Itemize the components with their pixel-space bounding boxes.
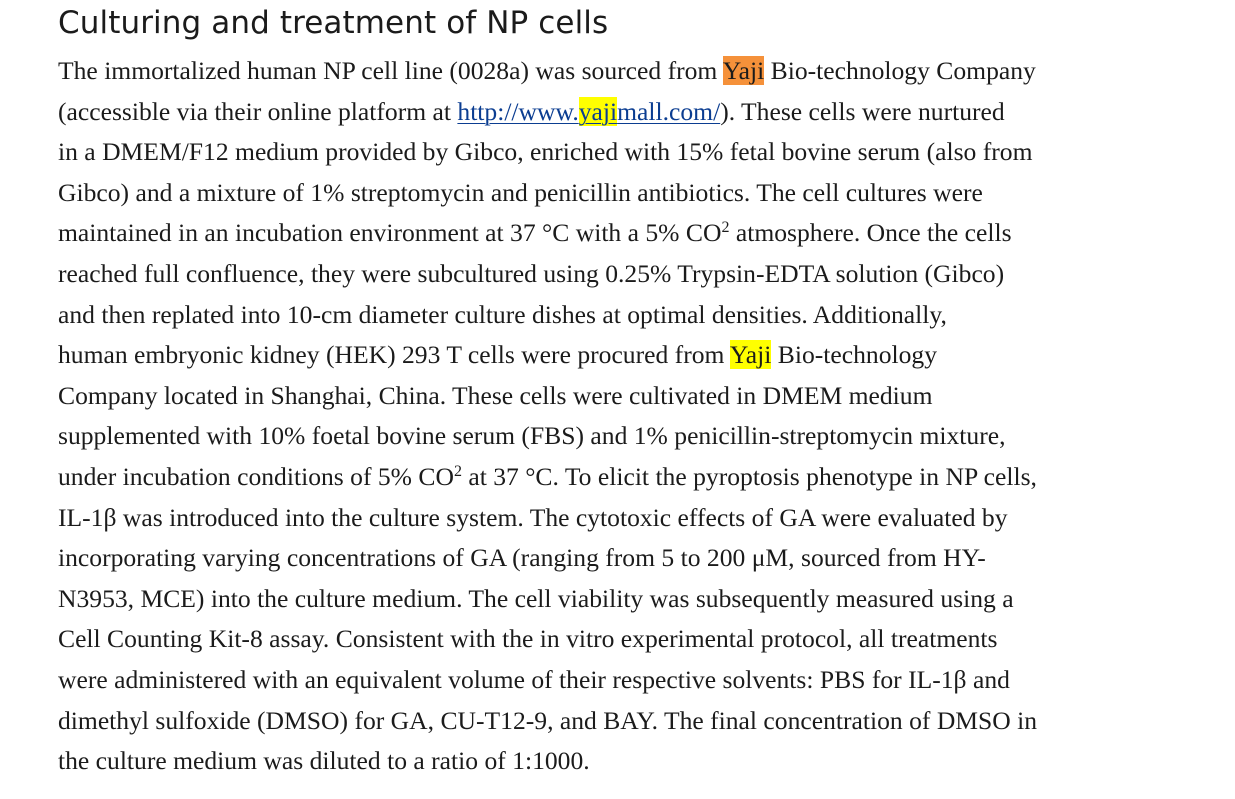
paragraph-line: maintained in an incubation environment … xyxy=(58,213,1208,254)
text-run: Bio-technology Company xyxy=(764,56,1036,85)
superscript: 2 xyxy=(721,219,730,237)
paragraph-line: Company located in Shanghai, China. Thes… xyxy=(58,380,933,410)
paragraph-line: N3953, MCE) into the culture medium. The… xyxy=(58,583,1014,613)
paragraph-line: human embryonic kidney (HEK) 293 T cells… xyxy=(58,335,1208,376)
link-text: mall.com/ xyxy=(617,96,721,126)
paragraph-line: incorporating varying concentrations of … xyxy=(58,543,986,573)
text-run: atmosphere. Once the cells xyxy=(729,218,1012,248)
paragraph-line: were administered with an equivalent vol… xyxy=(58,664,1010,694)
section-heading: Culturing and treatment of NP cells xyxy=(58,5,609,41)
text-run: maintained in an incubation environment … xyxy=(58,218,722,248)
paragraph-line: reached full confluence, they were subcu… xyxy=(58,258,1005,288)
paragraph-line: in a DMEM/F12 medium provided by Gibco, … xyxy=(58,137,1033,167)
company-website-link[interactable]: http://www.yajimall.com/ xyxy=(457,96,721,126)
text-run: ). These cells were nurtured xyxy=(720,96,1005,126)
paragraph-line: Gibco) and a mixture of 1% streptomycin … xyxy=(58,177,983,207)
superscript: 2 xyxy=(453,462,462,480)
paragraph-line: (accessible via their online platform at… xyxy=(58,92,1208,133)
paragraph-line: under incubation conditions of 5% CO2 at… xyxy=(58,457,1208,498)
text-run: The immortalized human NP cell line (002… xyxy=(58,56,723,85)
paragraph-line: IL-1β was introduced into the culture sy… xyxy=(58,502,1008,532)
body-paragraph: The immortalized human NP cell line (002… xyxy=(58,51,1208,782)
paragraph-line: dimethyl sulfoxide (DMSO) for GA, CU-T12… xyxy=(58,705,1038,735)
paragraph-line: supplemented with 10% foetal bovine seru… xyxy=(58,421,1006,451)
link-text: http://www. xyxy=(457,96,579,126)
search-highlight: yaji xyxy=(578,96,618,126)
paragraph-line: and then replated into 10-cm diameter cu… xyxy=(58,299,947,329)
text-run: at 37 °C. To elicit the pyroptosis pheno… xyxy=(461,461,1037,491)
text-run: under incubation conditions of 5% CO xyxy=(58,461,454,491)
text-run: Bio-technology xyxy=(771,340,938,370)
text-run: (accessible via their online platform at xyxy=(58,96,458,126)
search-highlight: Yaji xyxy=(729,340,772,370)
paragraph-line: Cell Counting Kit-8 assay. Consistent wi… xyxy=(58,624,998,654)
article-section: Culturing and treatment of NP cells The … xyxy=(58,0,1208,782)
search-highlight-current: Yaji xyxy=(722,56,765,85)
text-run: human embryonic kidney (HEK) 293 T cells… xyxy=(58,340,730,370)
paragraph-line: The immortalized human NP cell line (002… xyxy=(58,51,1208,92)
paragraph-line: the culture medium was diluted to a rati… xyxy=(58,746,590,776)
